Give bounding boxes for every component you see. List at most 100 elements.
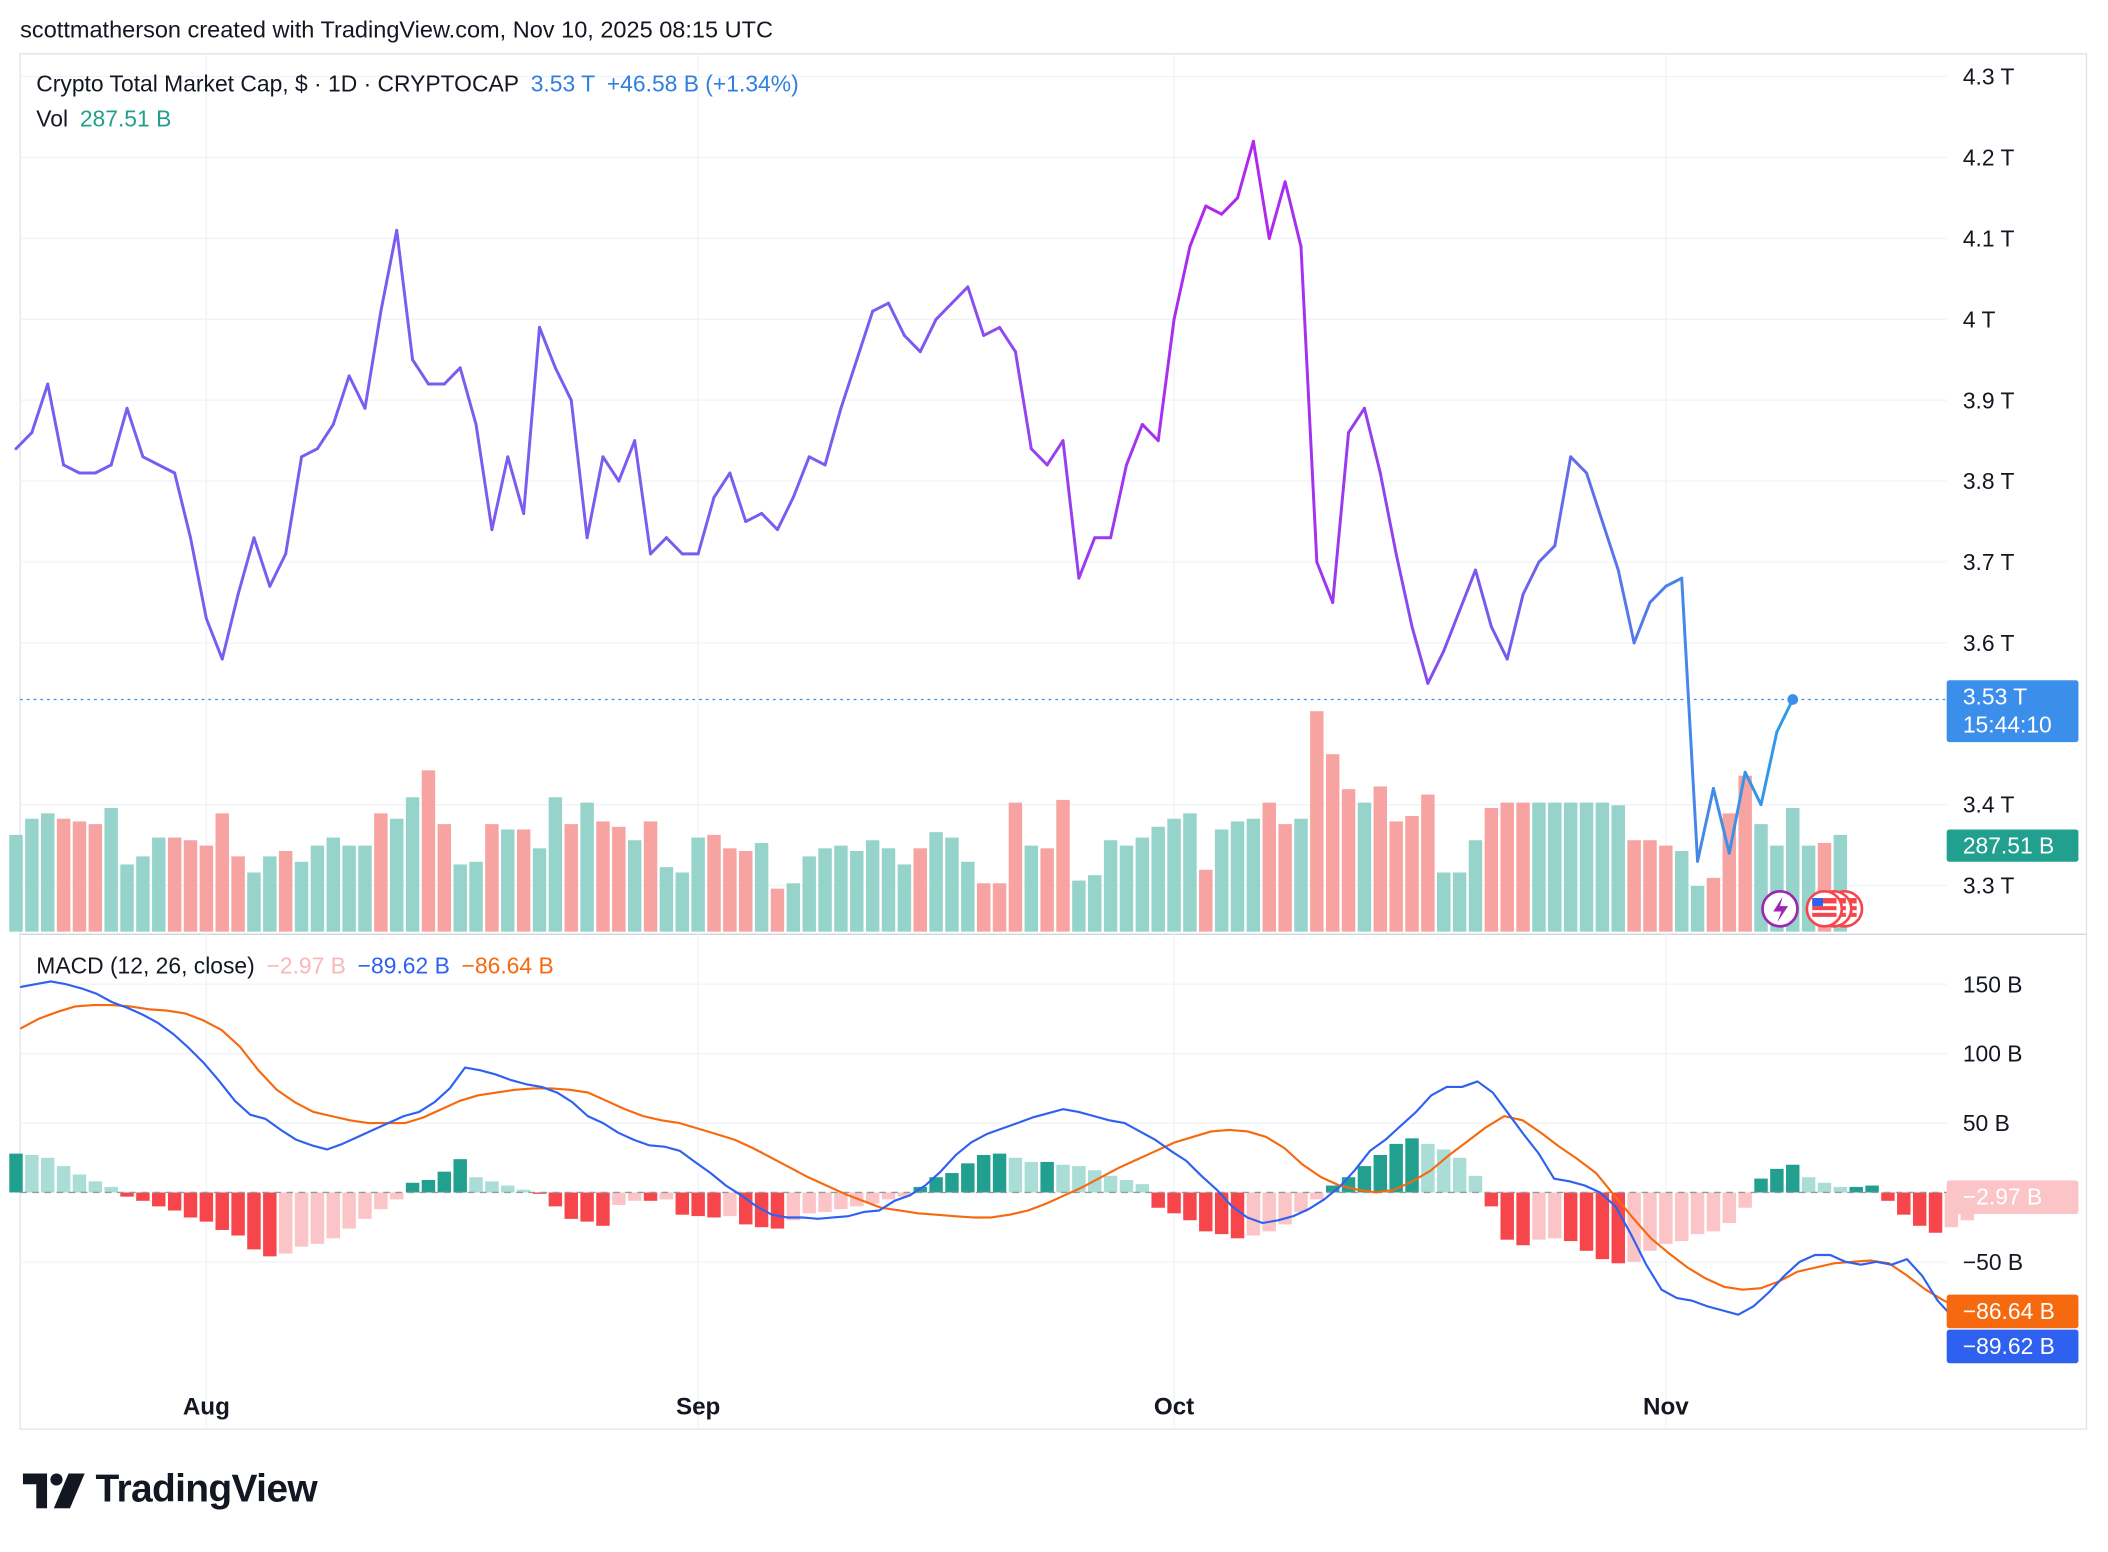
macd-hist-bar (1040, 1161, 1054, 1193)
macd-hist-bar (612, 1192, 626, 1205)
price-segment (1362, 406, 1382, 475)
price-segment (569, 398, 589, 540)
price-axis-label: 3.4 T (1963, 792, 2015, 818)
axis-tags: 3.53 T 15:44:10 287.51 B −2.97 B −86.64 B −89… (1946, 680, 2079, 1364)
price-segment (1124, 422, 1144, 467)
volume-bar (881, 848, 896, 932)
macd-hist-bar (1786, 1164, 1800, 1193)
price-segment (791, 455, 811, 499)
volume-bar (167, 837, 182, 932)
symbol-legend[interactable]: Crypto Total Market Cap, $ · 1D · CRYPTO… (36, 71, 804, 98)
volume-bar (754, 842, 769, 932)
price-segment (379, 228, 399, 313)
macd-hist-bar (659, 1192, 674, 1200)
macd-hist-bar (1833, 1186, 1848, 1193)
macd-hist-bar (1532, 1192, 1546, 1240)
volume-bar (421, 770, 436, 932)
macd-hist-bar (485, 1181, 499, 1193)
price-segment (649, 536, 668, 556)
volume-bar (850, 851, 864, 932)
macd-hist-bar (1484, 1192, 1499, 1207)
volume-bar (1072, 880, 1086, 932)
price-segment (760, 511, 779, 532)
volume-bar (9, 834, 23, 932)
macd-hist-bar (1516, 1192, 1530, 1246)
macd-hist-bar (1659, 1192, 1673, 1244)
volume-bar (834, 845, 848, 932)
price-segment (950, 285, 970, 305)
macd-hist-bar (1230, 1192, 1245, 1239)
macd-tag: −89.62 B (1946, 1329, 2079, 1364)
volume-bar (469, 861, 483, 932)
price-segment (1251, 139, 1271, 240)
macd-hist-bar (1500, 1192, 1514, 1240)
volume-bar (945, 837, 959, 932)
volume-bar (739, 851, 753, 932)
macd-hist-bar (25, 1155, 39, 1193)
macd-hist-bar (310, 1192, 325, 1244)
volume-bar (120, 864, 134, 932)
volume-bar (1548, 802, 1562, 932)
price-segment (522, 325, 541, 515)
volume-tag-bg (1946, 829, 2079, 862)
price-segment (1600, 520, 1620, 572)
volume-bar (1246, 818, 1261, 932)
macd-hist-bar (88, 1181, 103, 1193)
price-tag-text: 15:44:10 (1963, 712, 2052, 738)
price-segment (1727, 770, 1747, 855)
volume-bar (1452, 872, 1467, 932)
volume-bar (374, 813, 388, 932)
price-segment (284, 455, 304, 556)
volume-bar (1199, 869, 1213, 932)
volume-bar (1214, 829, 1229, 932)
price-segment (966, 285, 986, 337)
price-segment (1585, 471, 1604, 524)
volume-bar (25, 818, 39, 932)
macd-hist-bar (564, 1192, 578, 1219)
volume-bar (405, 797, 420, 932)
volume-bar (580, 802, 594, 932)
volume-legend[interactable]: Vol 287.51 B (36, 106, 176, 133)
macd-hist-bar (1801, 1177, 1816, 1193)
volume-bar (1325, 754, 1340, 932)
price-segment (807, 455, 827, 467)
macd-hist-bar (1341, 1177, 1356, 1193)
price-segment (1648, 584, 1668, 604)
price-segment (1299, 245, 1319, 564)
price-segment (1458, 568, 1477, 613)
tradingview-wordmark: TradingView (95, 1468, 318, 1512)
volume-bar (913, 848, 927, 932)
macd-hist-bar (1310, 1192, 1324, 1200)
macd-hist-bar (1151, 1192, 1165, 1208)
volume-bar (961, 861, 975, 932)
macd-hist-bar (41, 1157, 55, 1193)
macd-hist-bar (1437, 1149, 1451, 1193)
macd-hist-bar (1262, 1192, 1276, 1232)
price-segment (46, 382, 66, 467)
tradingview-logo[interactable]: TradingView (22, 1468, 318, 1512)
volume-bar (1294, 818, 1308, 932)
macd-hist-bar (136, 1192, 150, 1201)
macd-hist-bar (945, 1173, 959, 1193)
price-segment (315, 422, 335, 451)
macd-hist-bar (1579, 1192, 1594, 1251)
last-price: 3.53 T (530, 71, 596, 97)
macd-line (19, 980, 2000, 1325)
price-segment (553, 366, 573, 402)
macd-hist-bar (1595, 1192, 1610, 1260)
price-segment (30, 382, 50, 435)
price-segment (1569, 455, 1589, 475)
macd-lines (19, 980, 2000, 1325)
macd-legend[interactable]: MACD (12, 26, close) −2.97 B −89.62 B −8… (36, 953, 559, 980)
price-segment (1077, 536, 1097, 580)
volume-bar (294, 861, 309, 932)
price-segment (1474, 568, 1493, 629)
macd-hist-bar (1674, 1192, 1689, 1242)
price-segment (696, 495, 716, 556)
price-axis-label: 3.9 T (1963, 387, 2015, 413)
volume-bar (1103, 840, 1118, 932)
macd-hist-bar (1563, 1192, 1578, 1242)
price-axis-label: 3.8 T (1963, 468, 2015, 494)
volume-bar (992, 883, 1007, 932)
